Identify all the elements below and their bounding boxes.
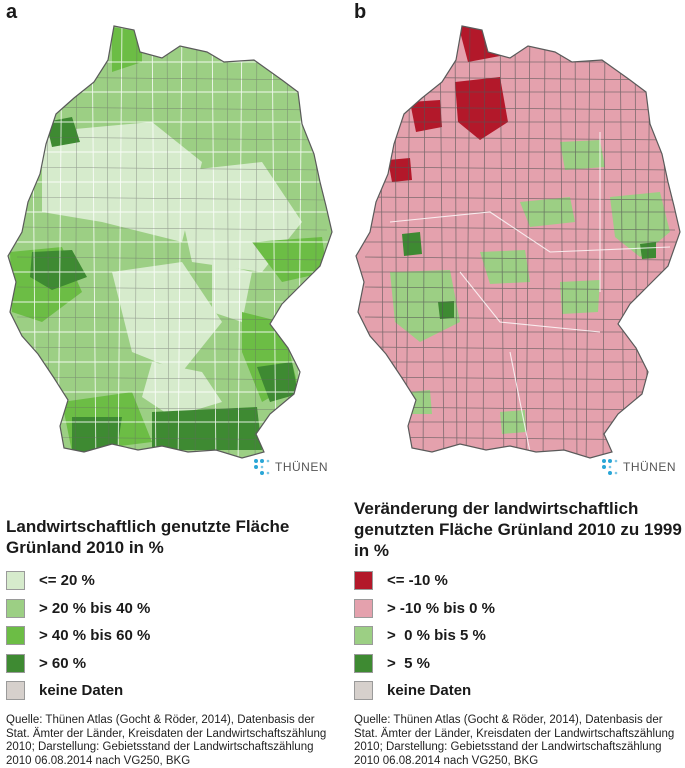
legend-label: > -10 % bis 0 % — [387, 599, 495, 617]
legend-item: > 20 % bis 40 % — [6, 595, 150, 623]
legend: <= 20 % > 20 % bis 40 % > 40 % bis 60 % … — [6, 567, 150, 705]
panel-letter: b — [354, 1, 367, 23]
panel-letter: a — [6, 1, 18, 23]
legend-item: > 0 % bis 5 % — [354, 622, 495, 650]
legend-label: keine Daten — [39, 682, 124, 700]
source-note: Quelle: Thünen Atlas (Gocht & Röder, 201… — [6, 714, 327, 767]
legend-label: > 60 % — [39, 654, 87, 672]
legend-label: keine Daten — [387, 682, 472, 700]
legend-item: > -10 % bis 0 % — [354, 595, 495, 623]
map-regions — [356, 26, 680, 458]
thuenen-logo: THÜNEN — [253, 458, 328, 476]
legend-title: Veränderung der landwirtschaftlich genut… — [354, 499, 682, 560]
thuenen-logo-icon — [602, 459, 618, 475]
legend: <= -10 % > -10 % bis 0 % > 0 % bis 5 % >… — [354, 567, 495, 705]
germany-map-grassland-share — [7, 25, 333, 459]
legend-swatch — [6, 681, 25, 701]
legend-item: > 5 % — [354, 650, 495, 678]
legend-swatch — [6, 571, 25, 591]
legend-swatch — [354, 626, 373, 646]
legend-label: <= -10 % — [387, 572, 448, 590]
map-regions — [8, 26, 332, 458]
legend-label: > 5 % — [387, 654, 430, 672]
legend-swatch — [354, 598, 373, 618]
legend-swatch — [6, 653, 25, 673]
legend-item: keine Daten — [6, 677, 150, 705]
legend-swatch — [354, 571, 373, 591]
germany-map-grassland-change — [355, 25, 681, 459]
legend-swatch — [354, 681, 373, 701]
legend-swatch — [6, 598, 25, 618]
logo-text: THÜNEN — [623, 460, 676, 474]
legend-item: > 40 % bis 60 % — [6, 622, 150, 650]
legend-label: > 0 % bis 5 % — [387, 627, 486, 645]
legend-label: > 20 % bis 40 % — [39, 599, 151, 617]
legend-swatch — [6, 626, 25, 646]
legend-item: <= 20 % — [6, 567, 150, 595]
legend-label: > 40 % bis 60 % — [39, 627, 151, 645]
legend-swatch — [354, 653, 373, 673]
legend-title: Landwirtschaftlich genutzte Fläche Grünl… — [6, 517, 290, 557]
thuenen-logo: THÜNEN — [601, 458, 676, 476]
thuenen-logo-icon — [254, 459, 270, 475]
legend-item: <= -10 % — [354, 567, 495, 595]
legend-label: <= 20 % — [39, 572, 95, 590]
panel-b: b — [348, 0, 685, 768]
logo-text: THÜNEN — [275, 460, 328, 474]
legend-item: > 60 % — [6, 650, 150, 678]
legend-item: keine Daten — [354, 677, 495, 705]
source-note: Quelle: Thünen Atlas (Gocht & Röder, 201… — [354, 714, 675, 767]
panel-a: a — [0, 0, 340, 768]
